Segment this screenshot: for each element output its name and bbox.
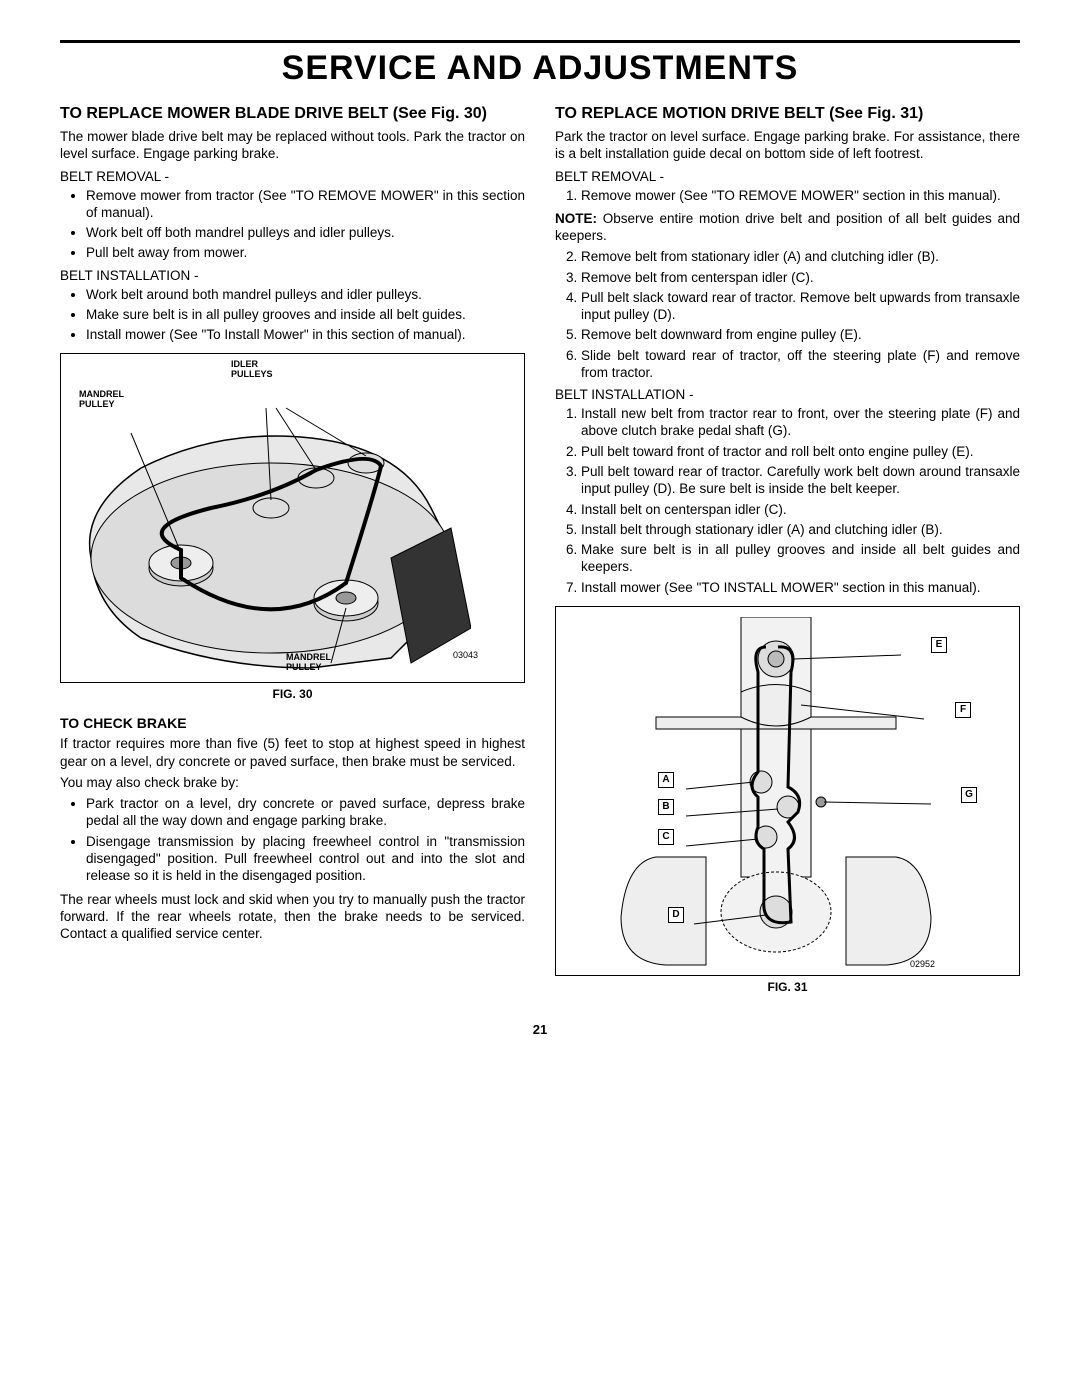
left-column: TO REPLACE MOWER BLADE DRIVE BELT (See F…	[60, 98, 525, 1002]
right-column: TO REPLACE MOTION DRIVE BELT (See Fig. 3…	[555, 98, 1020, 1002]
list-item: Make sure belt is in all pulley grooves …	[86, 306, 525, 323]
list-item: Pull belt toward front of tractor and ro…	[581, 443, 1020, 460]
mower-deck-diagram	[71, 378, 471, 678]
list-item: Install belt on centerspan idler (C).	[581, 501, 1020, 518]
fig31-partno: 02952	[910, 959, 935, 969]
motion-belt-intro: Park the tractor on level surface. Engag…	[555, 128, 1020, 163]
check-brake-p3: The rear wheels must lock and skid when …	[60, 891, 525, 943]
top-rule	[60, 40, 1020, 43]
list-item: Install belt through stationary idler (A…	[581, 521, 1020, 538]
page-number: 21	[60, 1022, 1020, 1037]
check-brake-p2: You may also check brake by:	[60, 774, 525, 791]
motion-install-label: BELT INSTALLATION -	[555, 387, 1020, 402]
list-item: Remove belt downward from engine pulley …	[581, 326, 1020, 343]
list-item: Make sure belt is in all pulley grooves …	[581, 541, 1020, 576]
section-heading-blade-belt: TO REPLACE MOWER BLADE DRIVE BELT (See F…	[60, 104, 525, 124]
label-A: A	[658, 772, 674, 788]
list-item: Pull belt slack toward rear of tractor. …	[581, 289, 1020, 324]
motion-removal-label: BELT REMOVAL -	[555, 169, 1020, 184]
figure-30-box: IDLERPULLEYS MANDRELPULLEY MANDRELPULLEY…	[60, 353, 525, 683]
label-E: E	[931, 637, 947, 653]
section-heading-check-brake: TO CHECK BRAKE	[60, 715, 525, 731]
list-item: Disengage transmission by placing freewh…	[86, 833, 525, 885]
list-item: Remove belt from centerspan idler (C).	[581, 269, 1020, 286]
fig30-caption: FIG. 30	[60, 687, 525, 701]
label-idler-pulleys: IDLERPULLEYS	[231, 360, 273, 380]
list-item: Remove belt from stationary idler (A) an…	[581, 248, 1020, 265]
list-item: Install mower (See "TO INSTALL MOWER" se…	[581, 579, 1020, 596]
list-item: Park tractor on a level, dry concrete or…	[86, 795, 525, 830]
label-F: F	[955, 702, 971, 718]
motion-removal-list-1: Remove mower (See "TO REMOVE MOWER" sect…	[555, 187, 1020, 204]
label-mandrel-pulley-2: MANDRELPULLEY	[286, 653, 331, 673]
label-G: G	[961, 787, 977, 803]
motion-removal-list-2: Remove belt from stationary idler (A) an…	[555, 248, 1020, 381]
check-brake-list: Park tractor on a level, dry concrete or…	[60, 795, 525, 884]
list-item: Work belt around both mandrel pulleys an…	[86, 286, 525, 303]
page-title: SERVICE AND ADJUSTMENTS	[60, 49, 1020, 88]
motion-note: NOTE: Observe entire motion drive belt a…	[555, 210, 1020, 245]
list-item: Install mower (See "To Install Mower" in…	[86, 326, 525, 343]
figure-31-box: E F G A B C D 02952	[555, 606, 1020, 976]
list-item: Pull belt away from mower.	[86, 244, 525, 261]
label-B: B	[658, 799, 674, 815]
fig30-partno: 03043	[453, 650, 478, 660]
belt-install-label: BELT INSTALLATION -	[60, 268, 525, 283]
label-C: C	[658, 829, 674, 845]
section-heading-motion-belt: TO REPLACE MOTION DRIVE BELT (See Fig. 3…	[555, 104, 1020, 124]
list-item: Remove mower (See "TO REMOVE MOWER" sect…	[581, 187, 1020, 204]
list-item: Remove mower from tractor (See "TO REMOV…	[86, 187, 525, 222]
list-item: Pull belt toward rear of tractor. Carefu…	[581, 463, 1020, 498]
list-item: Slide belt toward rear of tractor, off t…	[581, 347, 1020, 382]
check-brake-p1: If tractor requires more than five (5) f…	[60, 735, 525, 770]
blade-install-list: Work belt around both mandrel pulleys an…	[60, 286, 525, 344]
blade-removal-list: Remove mower from tractor (See "TO REMOV…	[60, 187, 525, 262]
label-D: D	[668, 907, 684, 923]
fig31-caption: FIG. 31	[555, 980, 1020, 994]
belt-removal-label: BELT REMOVAL -	[60, 169, 525, 184]
two-column-layout: TO REPLACE MOWER BLADE DRIVE BELT (See F…	[60, 98, 1020, 1002]
motion-install-list: Install new belt from tractor rear to fr…	[555, 405, 1020, 596]
list-item: Install new belt from tractor rear to fr…	[581, 405, 1020, 440]
tractor-underside-diagram	[566, 617, 986, 967]
blade-belt-intro: The mower blade drive belt may be replac…	[60, 128, 525, 163]
label-mandrel-pulley-1: MANDRELPULLEY	[79, 390, 124, 410]
list-item: Work belt off both mandrel pulleys and i…	[86, 224, 525, 241]
